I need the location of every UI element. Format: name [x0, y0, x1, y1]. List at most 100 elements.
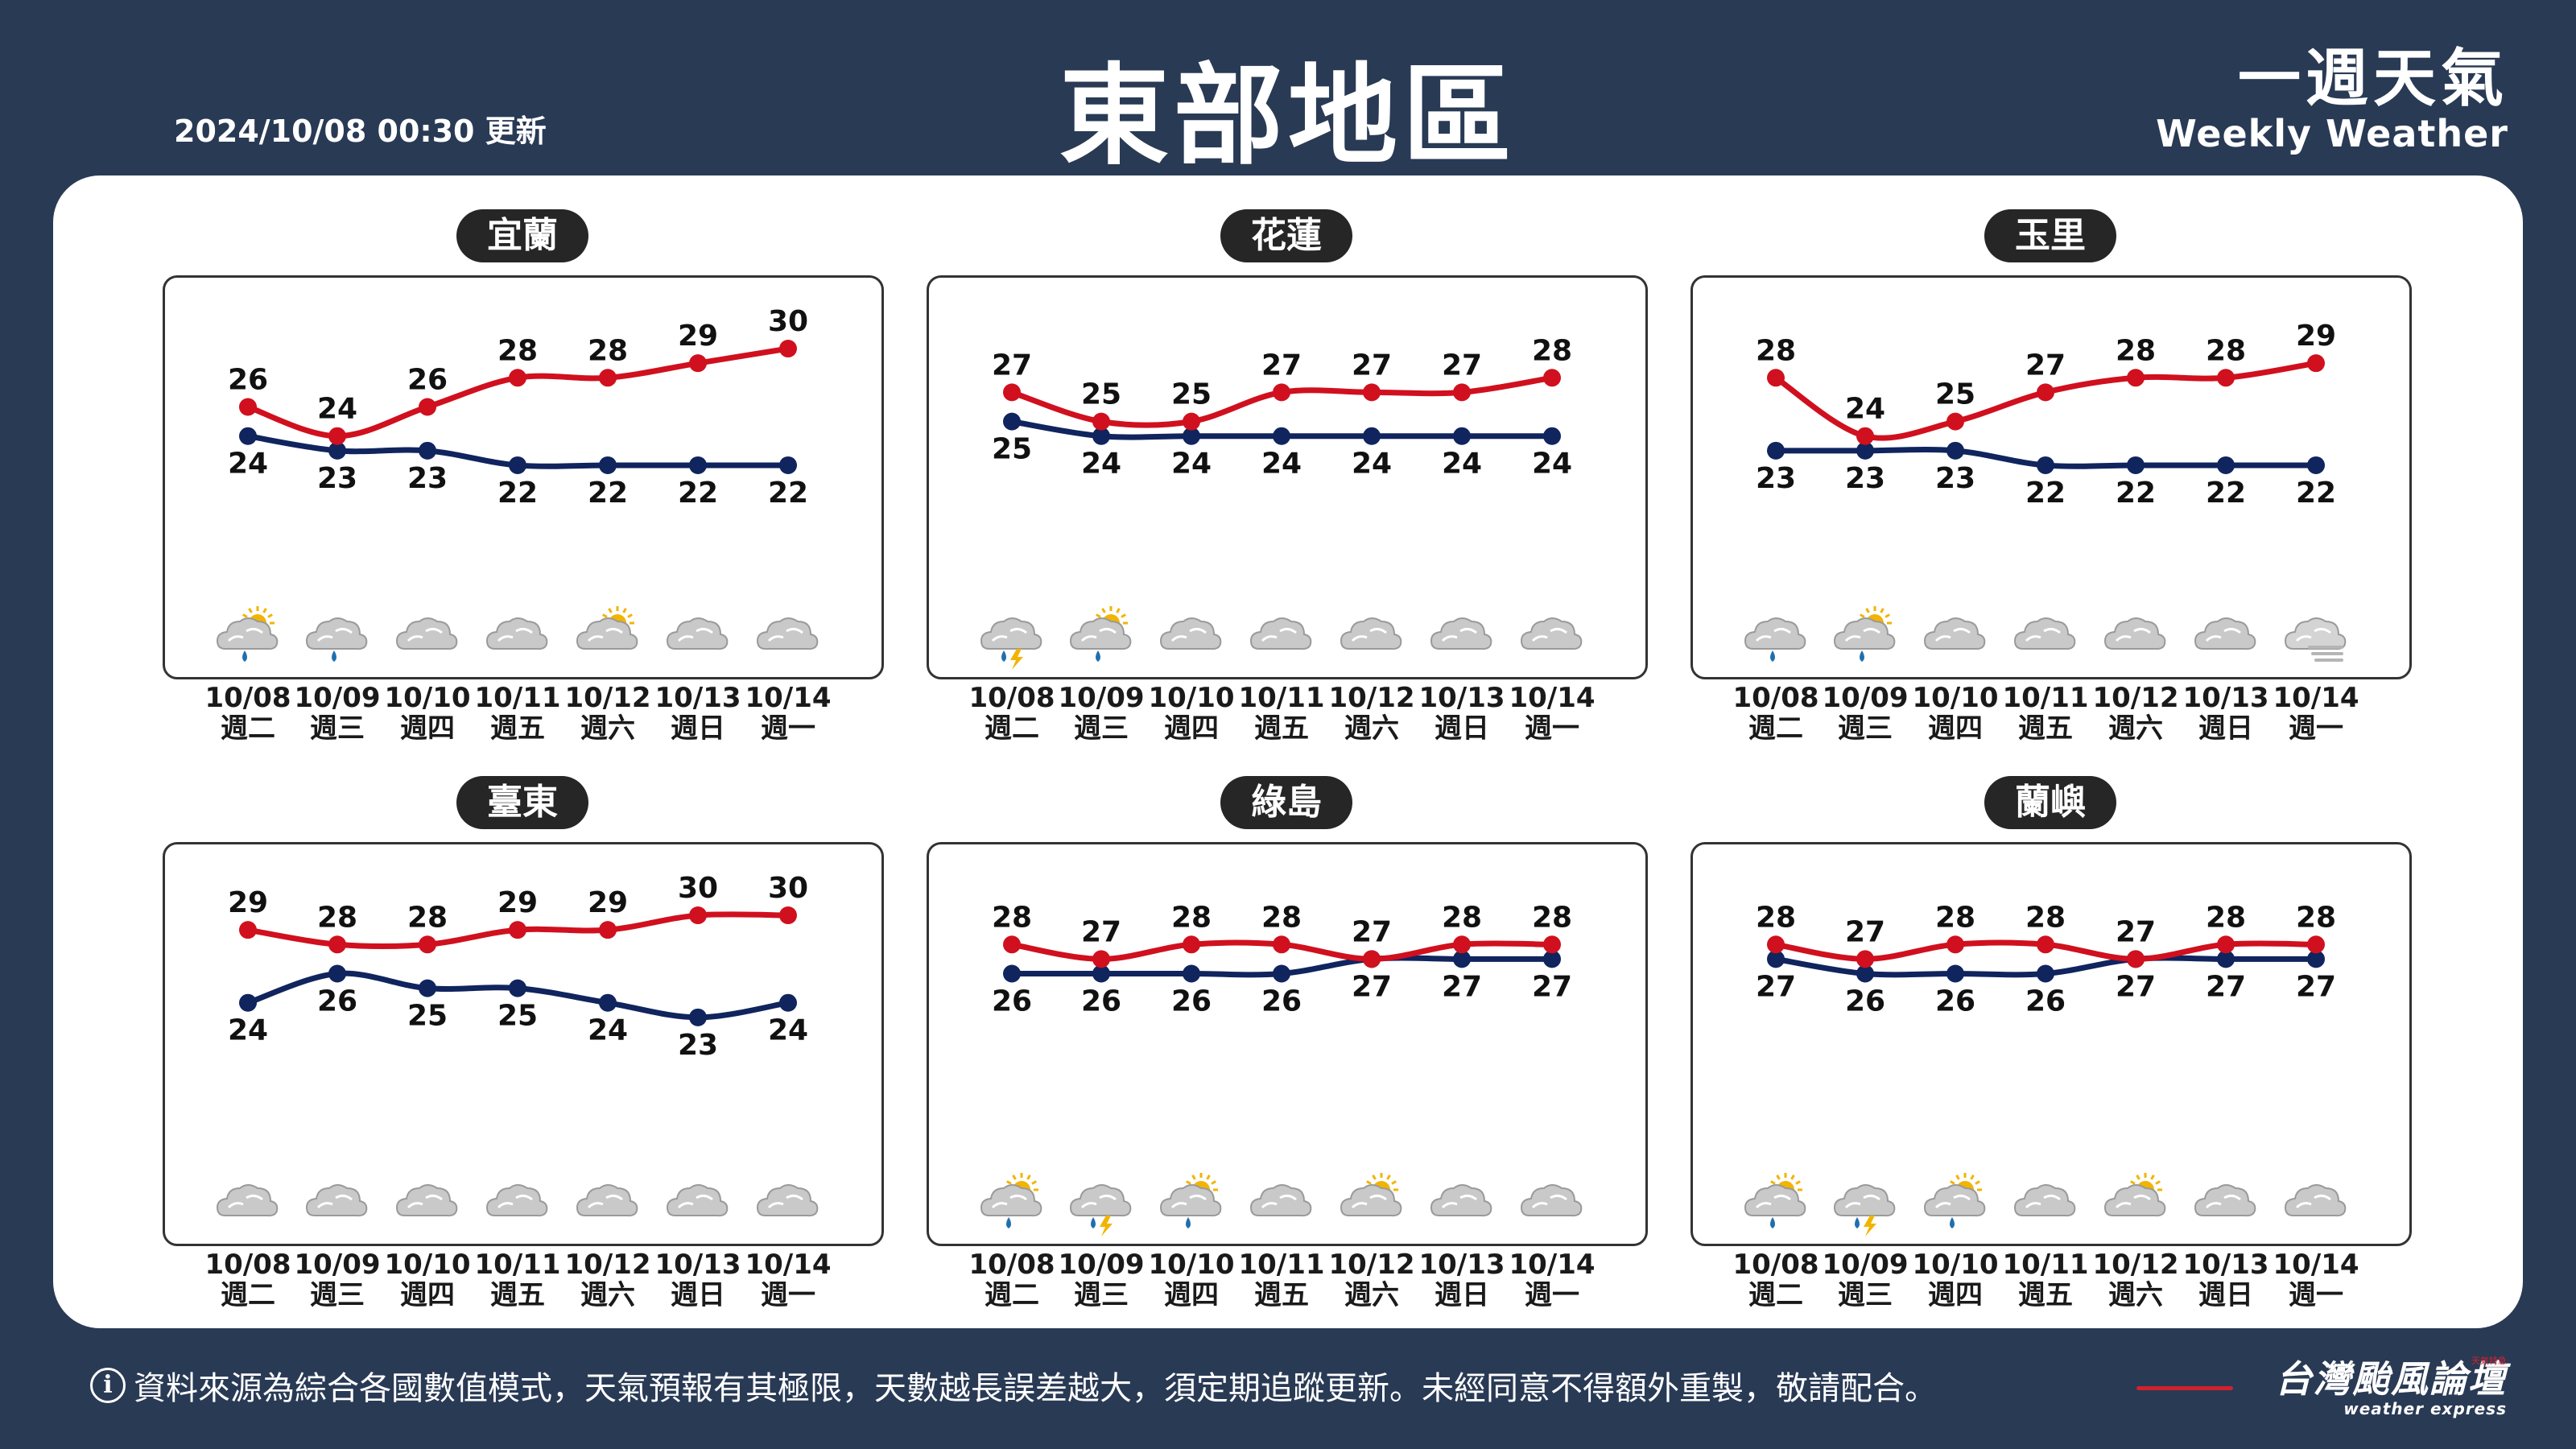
cloud-thunder-rain-icon [980, 617, 1042, 670]
weekday-tick-label: 週日 [2198, 1279, 2253, 1311]
low-temp-label: 22 [678, 477, 718, 510]
date-tick-label: 10/13 [654, 682, 741, 714]
date-tick-label: 10/10 [384, 682, 471, 714]
weekday-tick-label: 週五 [1254, 1279, 1309, 1311]
date-tick-label: 10/13 [654, 1249, 741, 1281]
partly-sunny-rain-icon [1923, 1173, 1986, 1228]
date-tick-label: 10/11 [1238, 1249, 1325, 1281]
date-tick-label: 10/11 [2002, 682, 2089, 714]
weekday-tick-label: 週四 [1164, 1279, 1219, 1311]
weekday-tick-label: 週一 [1525, 712, 1579, 745]
low-temp-point [1453, 950, 1471, 968]
high-temp-label: 30 [768, 872, 808, 905]
weekday-tick-label: 週一 [1525, 1279, 1579, 1311]
weekday-tick-label: 週日 [671, 1279, 725, 1311]
cloudy-icon [485, 617, 548, 650]
high-temp-point [1946, 412, 1964, 431]
date-tick-label: 10/12 [1328, 1249, 1415, 1281]
low-temp-point [328, 964, 346, 983]
high-temp-point [2037, 383, 2054, 402]
logo-tag: 天氣特急 [2471, 1356, 2507, 1366]
high-temp-label: 28 [1935, 901, 1975, 934]
high-temp-point [1003, 383, 1021, 402]
day-label: 10/08 週二 [1724, 683, 1828, 744]
cloudy-icon [1430, 617, 1492, 650]
date-tick-label: 10/08 [204, 1249, 291, 1281]
station-chart-hualien: 花蓮 25 24 24 24 24 24 24 27 25 25 27 27 27 28 10/08 週二 10/… [927, 192, 1648, 744]
date-tick-label: 10/11 [474, 1249, 561, 1281]
high-temp-label: 26 [228, 364, 268, 397]
cloudy-icon [2194, 617, 2256, 650]
high-temp-point [328, 427, 346, 445]
chart-frame [163, 275, 884, 679]
weekday-tick-label: 週日 [2198, 712, 2253, 745]
low-temp-point [239, 427, 257, 445]
low-temp-point [509, 456, 526, 474]
station-chart-taitung: 臺東 24 26 25 25 24 23 24 29 28 28 29 29 30 30 10/08 週二 10/… [163, 758, 884, 1311]
high-temp-point [1856, 950, 1874, 968]
day-label: 10/09 週三 [285, 1249, 390, 1311]
high-temp-point [1183, 935, 1200, 954]
high-temp-point [2217, 369, 2235, 387]
low-temp-label: 22 [2206, 477, 2246, 510]
cloudy-icon [395, 1184, 458, 1217]
low-temp-label: 26 [1935, 985, 1975, 1018]
cloudy-icon [305, 1184, 368, 1217]
date-tick-label: 10/10 [384, 1249, 471, 1281]
low-temp-label: 27 [1442, 970, 1482, 1003]
low-temp-point [1092, 964, 1110, 983]
weekday-tick-label: 週三 [1074, 1279, 1129, 1311]
high-temp-label: 27 [1352, 915, 1392, 948]
logo-text-en: weather express [2343, 1399, 2507, 1418]
weekday-tick-label: 週三 [1074, 712, 1129, 745]
cloudy-icon [216, 1184, 279, 1217]
day-label: 10/09 週三 [1049, 1249, 1154, 1311]
date-tick-label: 10/11 [474, 682, 561, 714]
partly-sunny-icon [2103, 1173, 2166, 1217]
low-temp-point [1767, 950, 1785, 968]
station-chart-yuli: 玉里 23 23 23 22 22 22 22 28 24 25 27 28 28 29 10/08 週二 10/… [1690, 192, 2412, 744]
low-temp-point [599, 993, 617, 1012]
low-temp-label: 26 [1081, 985, 1121, 1018]
partly-sunny-rain-icon [1069, 606, 1132, 662]
high-temp-point [1092, 950, 1110, 968]
low-temp-point [1946, 964, 1964, 983]
low-temp-label: 24 [1081, 448, 1121, 481]
high-temp-point [599, 369, 617, 387]
low-temp-point [599, 456, 617, 474]
low-temp-point [2037, 456, 2054, 474]
day-label: 10/08 週二 [196, 1249, 300, 1311]
low-temp-point [1363, 427, 1381, 445]
date-tick-label: 10/13 [1418, 682, 1505, 714]
station-chart-yilan: 宜蘭 24 23 23 22 22 22 22 26 24 26 28 28 29 30 10/08 週二 10/… [163, 192, 884, 744]
high-temp-label: 25 [1935, 378, 1975, 411]
low-temp-point [419, 441, 436, 460]
cloudy-icon [395, 617, 458, 650]
high-temp-point [419, 935, 436, 954]
weekday-tick-label: 週二 [985, 1279, 1039, 1311]
update-time: 2024/10/08 00:30 更新 [174, 114, 547, 149]
day-label: 10/13 週日 [646, 1249, 750, 1311]
date-tick-label: 10/14 [745, 682, 832, 714]
high-temp-label: 26 [407, 364, 448, 397]
high-temp-point [689, 354, 707, 373]
date-tick-label: 10/12 [564, 1249, 651, 1281]
day-label: 10/14 週一 [2264, 1249, 2368, 1311]
day-label: 10/11 週五 [465, 683, 570, 744]
low-temp-label: 26 [317, 985, 357, 1018]
date-tick-label: 10/08 [968, 682, 1055, 714]
low-temp-label: 25 [497, 1000, 538, 1033]
low-temp-point [2037, 964, 2054, 983]
chart-frame [1690, 842, 2412, 1246]
high-temp-label: 28 [992, 901, 1032, 934]
day-label: 10/09 週三 [1049, 683, 1154, 744]
high-temp-point [1273, 383, 1290, 402]
date-tick-label: 10/14 [1509, 682, 1596, 714]
high-temp-point [1453, 383, 1471, 402]
day-label: 10/11 週五 [1993, 683, 2098, 744]
high-temp-point [2307, 354, 2325, 373]
weekday-tick-label: 週一 [761, 1279, 815, 1311]
high-temp-point [1363, 383, 1381, 402]
high-temp-point [1363, 950, 1381, 968]
low-temp-label: 24 [1171, 448, 1212, 481]
